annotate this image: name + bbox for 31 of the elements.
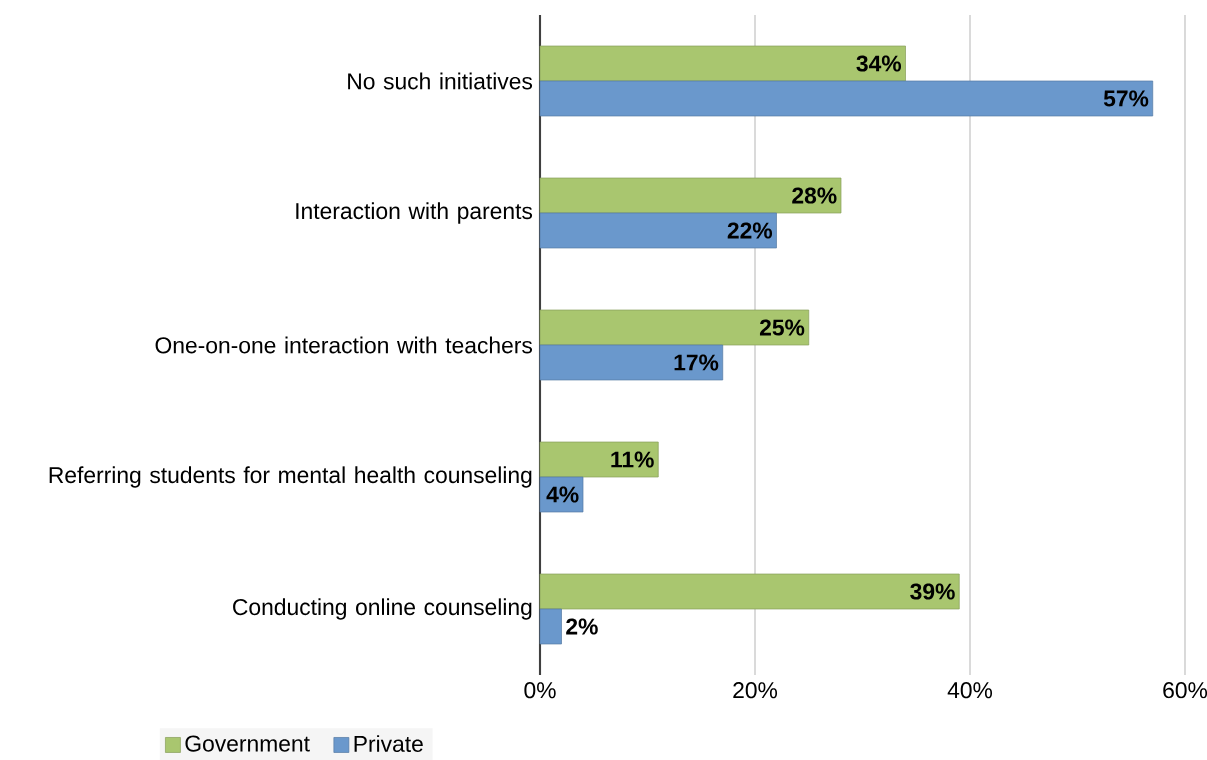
data-label: 4% <box>546 486 579 503</box>
x-tick-label: 40% <box>947 682 993 699</box>
y-tick-label: No such initiatives <box>348 72 533 90</box>
bar <box>539 80 1154 117</box>
legend-label: Government <box>185 735 310 752</box>
data-label: 39% <box>910 583 955 600</box>
y-tick-label: One-on-one interaction with teachers <box>155 336 533 354</box>
data-label: 17% <box>674 354 719 371</box>
bar <box>539 441 659 478</box>
data-label: 2% <box>566 618 598 635</box>
y-tick-label: Interaction with parents <box>296 202 533 224</box>
data-label: 57% <box>1103 90 1149 107</box>
bar <box>539 309 810 346</box>
bar <box>539 344 724 381</box>
data-label: 34% <box>856 55 902 72</box>
x-tick-label: 60% <box>1163 682 1207 699</box>
bar <box>539 573 960 610</box>
y-tick-label: Referring students for mental health counseling <box>49 466 532 488</box>
bar <box>539 608 562 645</box>
data-label: 25% <box>759 319 805 336</box>
bar <box>539 212 777 249</box>
x-tick-label: 0% <box>524 682 556 699</box>
legend-label: Private <box>354 735 423 752</box>
bar <box>539 177 842 214</box>
bar <box>539 476 584 513</box>
data-label: 11% <box>611 451 654 468</box>
bar <box>539 45 906 82</box>
y-tick-label: Conducting online counseling <box>233 598 532 620</box>
data-label: 22% <box>727 222 773 239</box>
data-label: 28% <box>792 187 837 204</box>
x-tick-label: 20% <box>733 682 778 699</box>
